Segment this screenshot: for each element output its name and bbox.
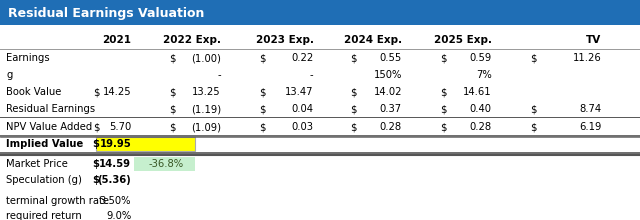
Text: g: g [6,70,13,81]
Text: 3.50%: 3.50% [100,196,131,206]
Text: (1.09): (1.09) [191,123,221,132]
Text: $: $ [351,104,357,114]
Text: 0.22: 0.22 [291,53,314,63]
Text: 14.02: 14.02 [373,87,402,97]
Text: $: $ [440,104,447,114]
Text: 2023 Exp.: 2023 Exp. [255,35,314,45]
Text: 8.74: 8.74 [579,104,602,114]
Text: 14.59: 14.59 [99,159,131,169]
Text: 2025 Exp.: 2025 Exp. [433,35,492,45]
Text: $: $ [170,87,176,97]
Text: (1.00): (1.00) [191,53,221,63]
Text: 0.55: 0.55 [380,53,402,63]
Text: $: $ [530,123,536,132]
Text: 0.28: 0.28 [469,123,492,132]
Text: TV: TV [586,35,602,45]
Text: 14.61: 14.61 [463,87,492,97]
Text: 0.03: 0.03 [292,123,314,132]
Text: Market Price: Market Price [6,159,68,169]
FancyBboxPatch shape [96,137,195,151]
Text: 19.95: 19.95 [99,139,131,149]
Text: $: $ [530,104,536,114]
Text: Earnings: Earnings [6,53,50,63]
Text: -: - [217,70,221,81]
Text: required return: required return [6,211,82,220]
FancyBboxPatch shape [134,157,195,171]
Text: 13.47: 13.47 [285,87,314,97]
Text: 13.25: 13.25 [192,87,221,97]
Text: $: $ [440,87,447,97]
Text: $: $ [530,53,536,63]
Text: (1.19): (1.19) [191,104,221,114]
Text: 0.40: 0.40 [470,104,492,114]
FancyBboxPatch shape [0,0,640,26]
Text: 5.70: 5.70 [109,123,131,132]
Text: Residual Earnings: Residual Earnings [6,104,95,114]
Text: -: - [310,70,314,81]
Text: 7%: 7% [476,70,492,81]
Text: (5.36): (5.36) [97,175,131,185]
Text: 11.26: 11.26 [573,53,602,63]
Text: 2021: 2021 [102,35,131,45]
Text: 150%: 150% [374,70,402,81]
Text: Book Value: Book Value [6,87,62,97]
Text: 0.28: 0.28 [380,123,402,132]
Text: 0.59: 0.59 [469,53,492,63]
Text: NPV Value Added: NPV Value Added [6,123,93,132]
Text: $: $ [170,123,176,132]
Text: $: $ [92,175,99,185]
Text: $: $ [259,123,266,132]
Text: -36.8%: -36.8% [148,159,183,169]
Text: 14.25: 14.25 [102,87,131,97]
Text: $: $ [170,104,176,114]
Text: Speculation (g): Speculation (g) [6,175,83,185]
Text: 2022 Exp.: 2022 Exp. [163,35,221,45]
Text: $: $ [440,53,447,63]
Text: $: $ [92,159,99,169]
Text: $: $ [440,123,447,132]
Text: $: $ [93,87,99,97]
Text: $: $ [92,139,99,149]
Text: Implied Value: Implied Value [6,139,84,149]
Text: 2024 Exp.: 2024 Exp. [344,35,402,45]
Text: 6.19: 6.19 [579,123,602,132]
Text: terminal growth rate: terminal growth rate [6,196,109,206]
Text: $: $ [351,87,357,97]
Text: 0.37: 0.37 [380,104,402,114]
Text: $: $ [259,53,266,63]
Text: $: $ [351,123,357,132]
Text: $: $ [259,104,266,114]
Text: 9.0%: 9.0% [106,211,131,220]
Text: $: $ [93,123,99,132]
Text: $: $ [170,53,176,63]
Text: Residual Earnings Valuation: Residual Earnings Valuation [8,7,204,20]
Text: 0.04: 0.04 [292,104,314,114]
Text: $: $ [351,53,357,63]
Text: $: $ [259,87,266,97]
